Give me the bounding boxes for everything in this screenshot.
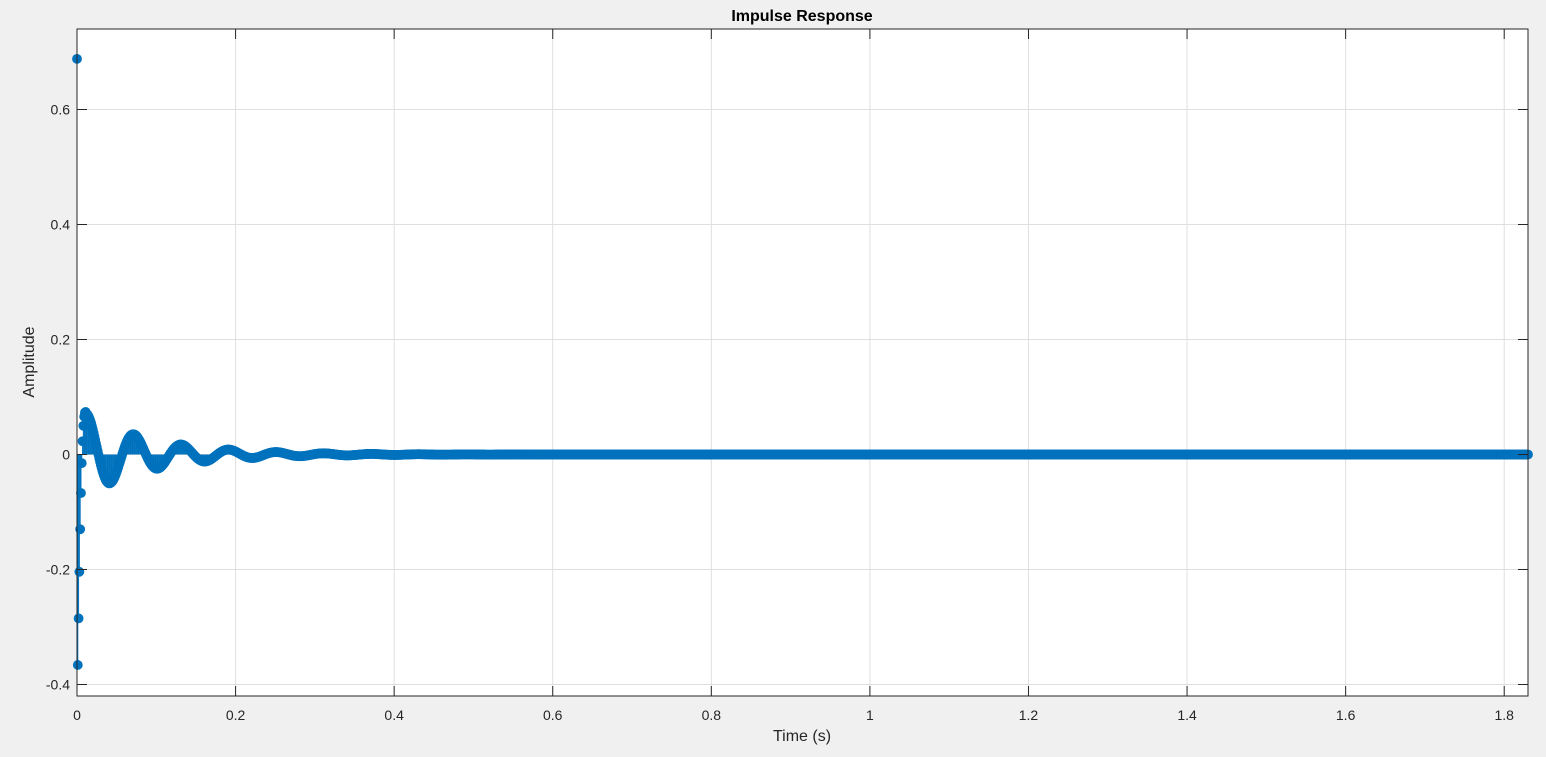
y-tick-label: -0.2 (46, 562, 70, 578)
stem-marker (75, 524, 86, 535)
x-tick-labels: 0 0.2 0.4 0.6 0.8 1 1.2 1.4 1.6 1.8 (73, 707, 1514, 723)
x-tick-label: 1.6 (1336, 707, 1356, 723)
stem-marker (73, 613, 84, 624)
x-tick-label: 1.2 (1019, 707, 1039, 723)
chart-title: Impulse Response (731, 8, 872, 25)
x-tick-label: 0.4 (384, 707, 404, 723)
axes-background (77, 29, 1528, 696)
x-tick-label: 0 (73, 707, 81, 723)
y-axis-label: Amplitude (21, 326, 38, 397)
y-tick-label: 0.2 (51, 332, 71, 348)
stem-marker (76, 488, 86, 498)
stem-series (72, 54, 1533, 670)
stem-marker (72, 660, 83, 670)
y-tick-label: 0.4 (51, 217, 71, 233)
x-tick-label: 0.2 (226, 707, 246, 723)
stem-marker (74, 566, 85, 577)
x-tick-label: 0.8 (702, 707, 722, 723)
tick-marks (76, 29, 1528, 696)
x-axis-label: Time (s) (773, 728, 831, 745)
x-tick-label: 1 (866, 707, 874, 723)
x-tick-label: 0.6 (543, 707, 563, 723)
stem-marker (76, 458, 87, 469)
y-tick-label: 0 (62, 447, 70, 463)
axes-box (76, 28, 1529, 697)
x-tick-label: 1.8 (1494, 707, 1514, 723)
x-tick-label: 1.4 (1177, 707, 1197, 723)
y-tick-label: 0.6 (51, 102, 71, 118)
stem-marker (77, 436, 88, 447)
y-tick-labels: -0.4 -0.2 0 0.2 0.4 0.6 (46, 102, 70, 693)
y-tick-label: -0.4 (46, 677, 70, 693)
